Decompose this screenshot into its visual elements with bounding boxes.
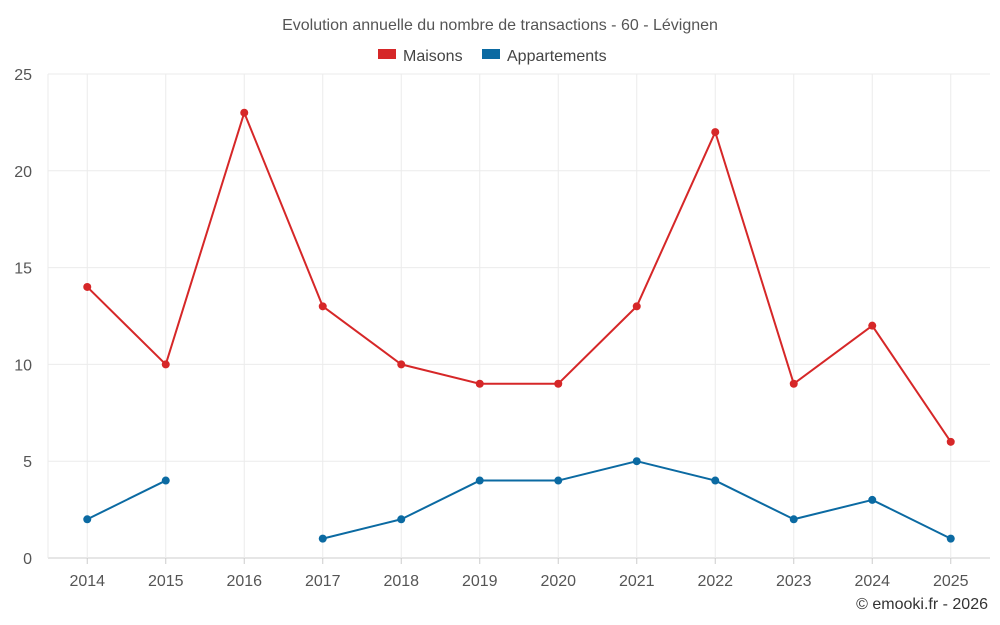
data-point-appartements bbox=[789, 515, 798, 524]
data-point-maisons bbox=[240, 108, 249, 117]
data-point-appartements bbox=[711, 476, 720, 485]
data-point-appartements bbox=[554, 476, 563, 485]
data-point-maisons bbox=[397, 360, 406, 369]
data-point-maisons bbox=[868, 321, 877, 330]
chart-title: Evolution annuelle du nombre de transact… bbox=[282, 17, 718, 34]
x-tick-label: 2018 bbox=[383, 573, 419, 590]
data-point-maisons bbox=[318, 302, 327, 311]
y-tick-label: 20 bbox=[14, 164, 32, 181]
data-point-maisons bbox=[711, 128, 720, 137]
y-tick-label: 15 bbox=[14, 261, 32, 278]
data-point-appartements bbox=[161, 476, 170, 485]
data-point-appartements bbox=[868, 495, 877, 504]
legend-label-appartements: Appartements bbox=[507, 48, 607, 65]
series-layer bbox=[83, 108, 955, 543]
y-tick-label: 5 bbox=[23, 454, 32, 471]
series-line-maisons bbox=[86, 111, 952, 443]
x-tick-label: 2016 bbox=[226, 573, 262, 590]
legend-label-maisons: Maisons bbox=[403, 48, 463, 65]
x-tick-label: 2017 bbox=[305, 573, 341, 590]
legend: Maisons Appartements bbox=[378, 48, 607, 65]
data-point-maisons bbox=[789, 379, 798, 388]
y-tick-label: 0 bbox=[23, 551, 32, 568]
x-tick-label: 2021 bbox=[619, 573, 655, 590]
y-tick-label: 10 bbox=[14, 357, 32, 374]
y-axis: 0 5 10 15 20 25 bbox=[14, 67, 32, 568]
x-tick-label: 2020 bbox=[540, 573, 576, 590]
data-point-maisons bbox=[554, 379, 563, 388]
data-point-appartements bbox=[632, 457, 641, 466]
x-tick-label: 2014 bbox=[69, 573, 105, 590]
x-tick-label: 2019 bbox=[462, 573, 498, 590]
data-point-maisons bbox=[946, 437, 955, 446]
x-tick-label: 2025 bbox=[933, 573, 969, 590]
x-tick-label: 2023 bbox=[776, 573, 812, 590]
y-tick-label: 25 bbox=[14, 67, 32, 84]
x-tick-label: 2022 bbox=[697, 573, 733, 590]
data-point-maisons bbox=[475, 379, 484, 388]
data-point-appartements bbox=[318, 534, 327, 543]
legend-swatch-maisons bbox=[378, 49, 396, 59]
data-point-maisons bbox=[632, 302, 641, 311]
data-point-maisons bbox=[83, 282, 92, 291]
data-point-maisons bbox=[161, 360, 170, 369]
credit-text: © emooki.fr - 2026 bbox=[856, 596, 988, 613]
legend-item-maisons[interactable]: Maisons bbox=[378, 48, 463, 65]
legend-swatch-appartements bbox=[482, 49, 500, 59]
x-axis: 2014 2015 2016 2017 2018 2019 2020 2021 2022 2023… bbox=[69, 558, 969, 590]
legend-item-appartements[interactable]: Appartements bbox=[482, 48, 607, 65]
series-line-appartements bbox=[86, 479, 167, 521]
data-point-appartements bbox=[946, 534, 955, 543]
x-tick-label: 2015 bbox=[148, 573, 184, 590]
x-tick-label: 2024 bbox=[854, 573, 890, 590]
data-point-appartements bbox=[475, 476, 484, 485]
data-point-appartements bbox=[83, 515, 92, 524]
grid bbox=[47, 73, 990, 559]
data-point-appartements bbox=[397, 515, 406, 524]
